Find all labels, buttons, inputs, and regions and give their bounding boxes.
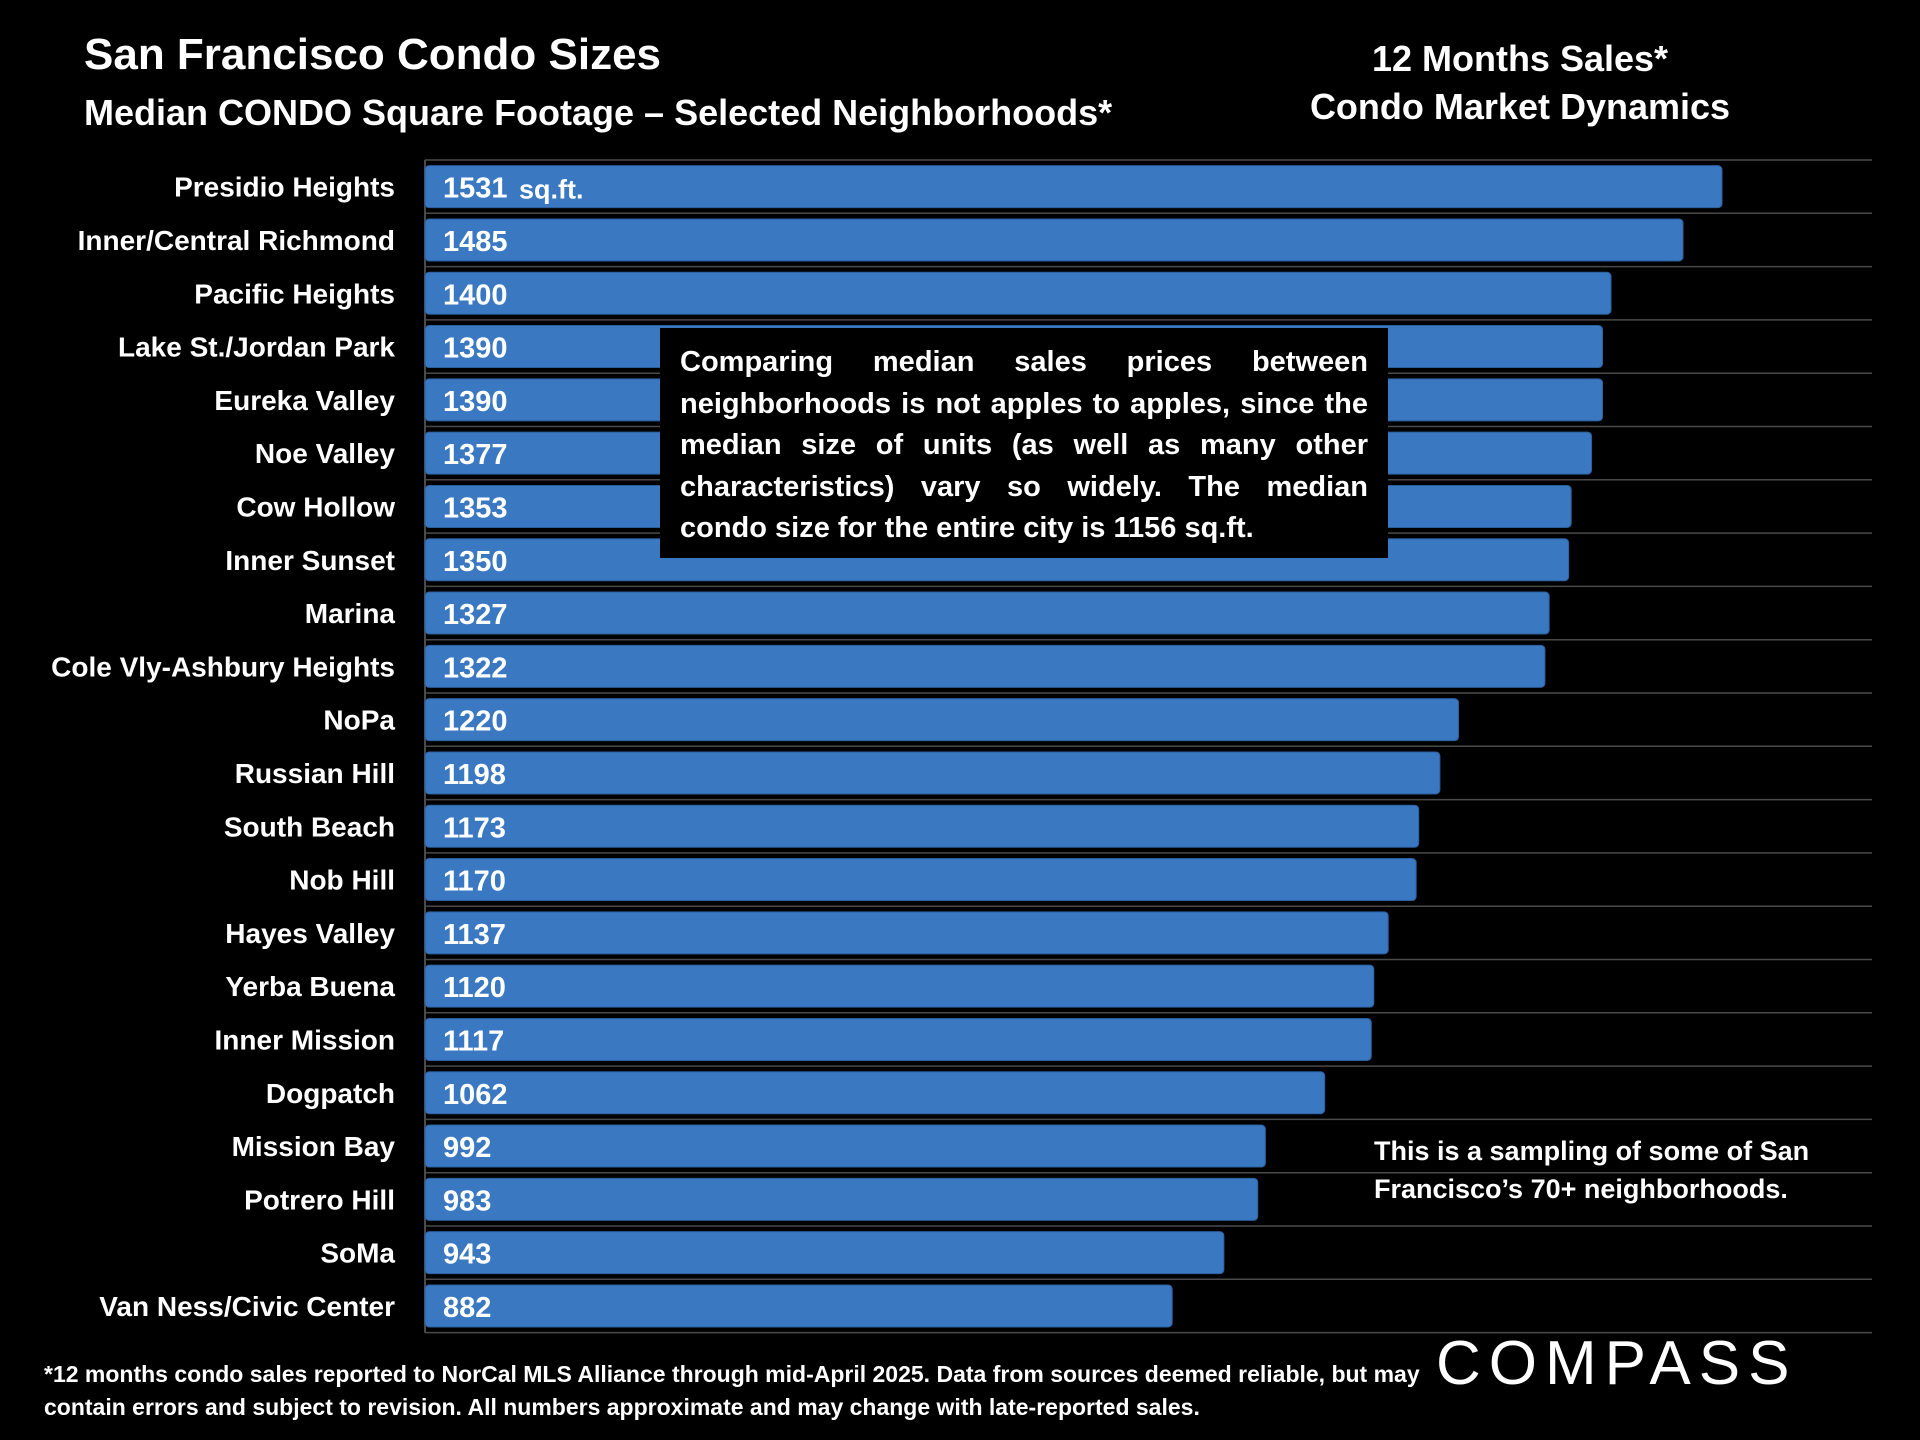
category-label: Eureka Valley	[214, 385, 395, 416]
value-label: 1322	[443, 652, 508, 684]
sampling-note: This is a sampling of some of San Franci…	[1374, 1136, 1810, 1204]
category-label: Marina	[305, 598, 396, 629]
bar	[424, 165, 1723, 209]
bar	[424, 271, 1612, 315]
bar	[424, 858, 1417, 902]
category-label: Yerba Buena	[225, 971, 395, 1002]
value-label: 1327	[443, 599, 508, 631]
category-label: Hayes Valley	[225, 918, 395, 949]
category-label: NoPa	[323, 705, 395, 736]
category-label: Russian Hill	[235, 758, 395, 789]
value-label: 1198	[443, 759, 506, 791]
category-label: Dogpatch	[266, 1078, 395, 1109]
bar	[424, 698, 1460, 742]
bar	[424, 751, 1441, 795]
category-label: Inner Sunset	[225, 545, 395, 576]
bar	[424, 218, 1684, 262]
value-label: 1170	[443, 866, 506, 898]
footnote: *12 months condo sales reported to NorCa…	[44, 1361, 1420, 1420]
value-label: 983	[443, 1185, 491, 1217]
value-label: 1173	[443, 812, 506, 844]
bar	[424, 964, 1375, 1008]
report-heading: Condo Market Dynamics	[1309, 86, 1731, 127]
bar	[424, 1177, 1259, 1221]
value-label: 1220	[443, 706, 508, 738]
value-label: 1390	[443, 386, 508, 418]
category-label: Potrero Hill	[244, 1184, 395, 1215]
bar-chart: Presidio Heights 1531 sq.ft. Inner/Central …	[51, 159, 1872, 1334]
value-label: 992	[443, 1132, 491, 1164]
value-label: 1120	[443, 972, 506, 1004]
value-label: 1137	[443, 919, 506, 951]
category-label: Cole Vly-Ashbury Heights	[51, 651, 395, 682]
compass-logo: COMPASS	[1436, 1330, 1797, 1394]
bar	[424, 1071, 1326, 1115]
category-label: Cow Hollow	[236, 491, 395, 522]
category-label: Inner/Central Richmond	[78, 225, 395, 256]
value-label: 882	[443, 1292, 491, 1324]
bar	[424, 1124, 1266, 1168]
category-label: Van Ness/Civic Center	[99, 1291, 395, 1322]
bar	[424, 1231, 1225, 1275]
category-label: Presidio Heights	[174, 172, 395, 203]
period-heading: 12 Months Sales*	[1371, 38, 1669, 79]
value-label: 1117	[443, 1025, 504, 1057]
bar	[424, 1017, 1372, 1061]
bar	[424, 804, 1420, 848]
value-label: 1377	[443, 439, 508, 471]
category-label: Inner Mission	[215, 1024, 395, 1055]
callout-box: Comparing median sales prices between ne…	[660, 328, 1388, 558]
category-label: South Beach	[224, 811, 395, 842]
value-label: 1531	[443, 173, 508, 205]
chart-title: San Francisco Condo Sizes	[84, 30, 662, 79]
value-label: 1400	[443, 279, 508, 311]
bar	[424, 644, 1546, 688]
unit-label: sq.ft.	[519, 175, 584, 205]
category-label: Lake St./Jordan Park	[118, 332, 395, 363]
chart-subtitle: Median CONDO Square Footage – Selected N…	[84, 92, 1113, 133]
category-label: SoMa	[320, 1238, 395, 1269]
bar	[424, 591, 1550, 635]
value-label: 1353	[443, 492, 508, 524]
category-label: Mission Bay	[232, 1131, 396, 1162]
value-label: 1390	[443, 333, 508, 365]
value-label: 943	[443, 1239, 491, 1271]
bar	[424, 911, 1389, 955]
bar	[424, 1284, 1173, 1328]
category-label: Pacific Heights	[194, 278, 395, 309]
compass-logo-text: COMPASS	[1436, 1330, 1797, 1394]
category-label: Nob Hill	[289, 865, 395, 896]
value-label: 1062	[443, 1079, 508, 1111]
value-label: 1350	[443, 546, 508, 578]
category-label: Noe Valley	[255, 438, 396, 469]
value-label: 1485	[443, 226, 508, 258]
